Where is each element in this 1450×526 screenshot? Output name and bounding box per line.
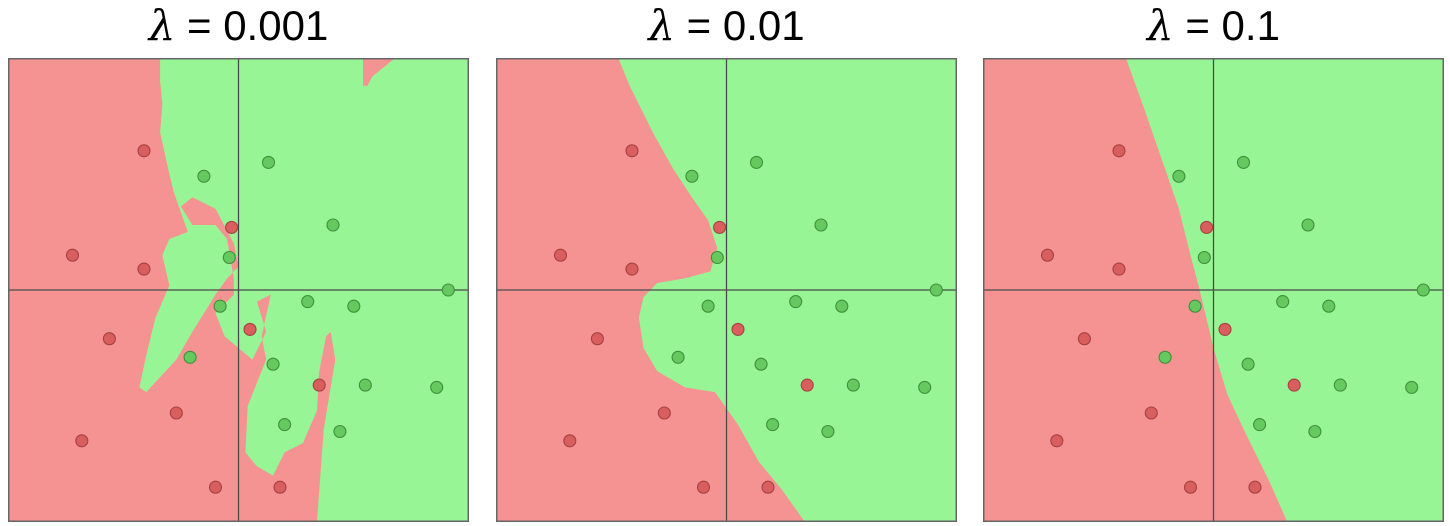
red-data-point [1183,480,1198,494]
green-data-point [1276,295,1290,309]
lambda-symbol: λ [1147,1,1174,50]
green-data-point [222,250,236,265]
panel-title-1: λ = 0.001 [8,0,469,52]
green-data-point [213,299,227,313]
panel-title-2: λ = 0.01 [496,0,957,52]
green-data-point [929,283,943,297]
plot-frame [983,58,1444,522]
red-data-point [137,144,151,158]
green-data-point [1253,418,1267,432]
green-data-point [766,418,780,432]
green-data-point [197,169,211,183]
green-data-point [1236,155,1251,169]
green-data-point [1172,169,1186,183]
red-data-point [1287,378,1301,392]
green-data-point [710,250,724,265]
red-data-point [731,322,745,336]
red-data-point [312,378,326,392]
green-data-point [1158,350,1172,364]
green-data-point [326,218,340,232]
green-data-point [821,424,835,439]
green-data-point [701,299,715,313]
red-data-point [1040,248,1055,262]
green-data-point [1308,424,1322,439]
red-data-point [1112,262,1126,276]
green-data-point [1188,299,1202,313]
red-data-point [553,248,568,262]
lambda-symbol: λ [148,1,176,50]
red-data-point [65,248,80,262]
red-data-point [1218,322,1232,336]
green-data-point [266,357,280,371]
green-data-point [301,295,315,309]
red-data-point [1200,220,1214,234]
green-data-point [749,155,764,169]
red-data-point [169,406,183,420]
green-data-point [1197,250,1211,265]
red-data-point [273,480,287,494]
decision-boundary-plot-2 [496,58,957,522]
green-data-point [685,169,699,183]
red-data-point [563,434,577,448]
lambda-value: = 0.001 [175,2,329,49]
green-data-point [347,299,361,313]
green-data-point [333,424,347,439]
plot-frame [8,58,469,522]
red-data-point [208,480,223,494]
green-data-point [1322,299,1336,313]
red-data-point [1248,480,1262,494]
red-data-point [713,220,727,234]
red-data-point [625,262,639,276]
green-data-point [441,283,455,297]
red-data-point [243,322,257,336]
green-data-point [278,418,292,432]
green-data-point [1416,283,1430,297]
red-data-point [102,332,116,346]
red-data-point [1144,406,1158,420]
green-data-point [183,350,197,364]
red-data-point [225,220,239,234]
red-data-point [75,434,89,448]
lambda-value: = 0.01 [675,2,805,49]
green-data-point [814,218,828,232]
decision-boundary-plot-3 [983,58,1444,522]
panel-title-3: λ = 0.1 [983,0,1444,52]
red-data-point [137,262,151,276]
red-data-point [657,406,671,420]
lambda-symbol: λ [648,1,675,50]
red-data-point [590,332,604,346]
red-region [496,58,805,522]
green-data-point [430,380,444,394]
lambda-value: = 0.1 [1173,2,1280,49]
green-data-point [261,155,276,169]
green-data-point [918,380,932,394]
green-data-point [1301,218,1315,232]
green-data-point [671,350,685,364]
red-region [363,58,396,86]
red-data-point [761,480,775,494]
red-data-point [1112,144,1126,158]
plot-frame [496,58,957,522]
green-data-point [846,378,860,392]
green-data-point [754,357,768,371]
red-data-point [1077,332,1091,346]
green-data-point [1333,378,1347,392]
green-data-point [835,299,849,313]
red-data-point [696,480,711,494]
green-data-point [789,295,803,309]
red-data-point [1050,434,1064,448]
green-data-point [358,378,372,392]
red-region [8,58,336,522]
green-data-point [1241,357,1255,371]
green-data-point [1405,380,1419,394]
red-data-point [625,144,639,158]
red-data-point [800,378,814,392]
decision-boundary-plot-1 [8,58,469,522]
